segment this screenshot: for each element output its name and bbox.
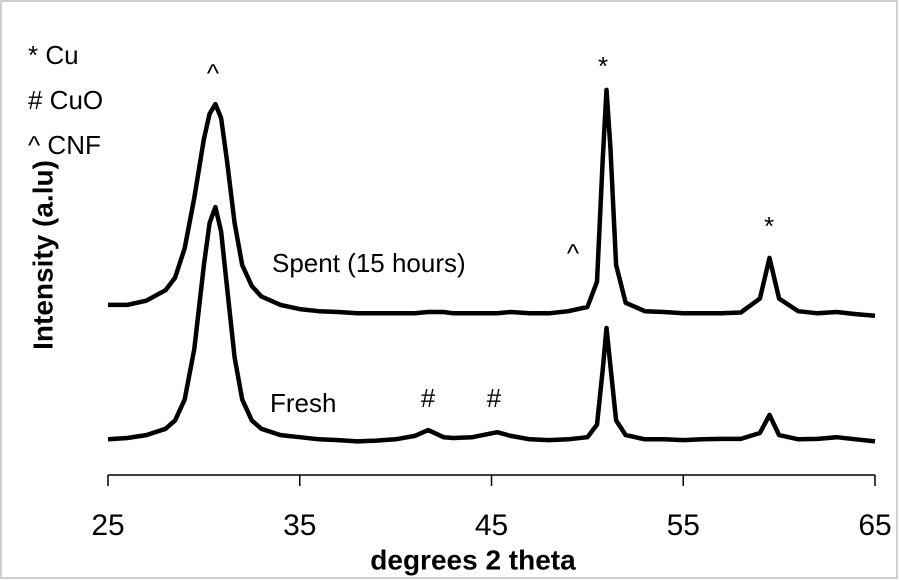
series-label: Spent (15 hours) (272, 248, 466, 278)
annotation: # (487, 383, 502, 413)
annotation: * (598, 51, 608, 81)
annotation: # (421, 383, 436, 413)
legend-note: # CuO (28, 85, 103, 115)
x-tick-label: 65 (858, 509, 891, 542)
annotation: ^ (207, 58, 220, 88)
x-tick-label: 55 (667, 509, 700, 542)
annotation: ^ (567, 238, 580, 268)
series-label: Fresh (270, 388, 336, 418)
x-axis-label: degrees 2 theta (370, 544, 576, 575)
annotation: * (764, 211, 774, 241)
x-tick-label: 25 (91, 509, 124, 542)
x-tick-label: 45 (475, 509, 508, 542)
series-line (108, 87, 876, 319)
legend-note: ^ CNF (28, 130, 101, 160)
legend-note: * Cu (28, 40, 79, 70)
x-tick-label: 35 (283, 509, 316, 542)
series-line (107, 204, 876, 444)
y-axis-label: Intensity (a.lu) (27, 160, 58, 350)
